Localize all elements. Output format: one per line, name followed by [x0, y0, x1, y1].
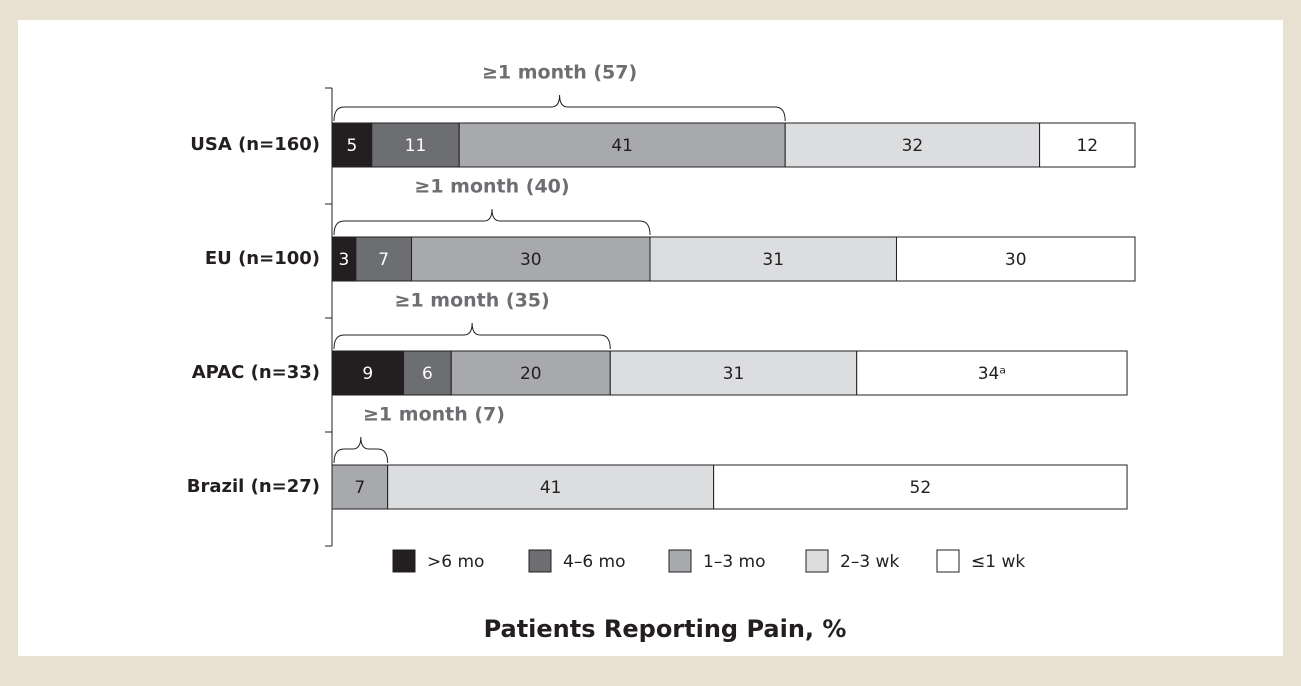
- bracket: [333, 322, 611, 350]
- bracket: [333, 436, 389, 464]
- legend-swatch: [805, 549, 829, 573]
- data-label: 7: [378, 250, 389, 270]
- legend-label: ≤1 wk: [971, 552, 1025, 572]
- legend-label: 4–6 mo: [563, 552, 626, 572]
- bar-segment: [355, 236, 413, 282]
- legend-label: 1–3 mo: [703, 552, 766, 572]
- category-label: APAC (n=33): [192, 362, 320, 383]
- bar-segment: [411, 236, 651, 282]
- data-label: 6: [422, 364, 433, 384]
- data-label: 41: [540, 478, 562, 498]
- bracket: [333, 94, 786, 122]
- bar-segment: [1039, 122, 1136, 168]
- legend-swatch: [528, 549, 552, 573]
- bar-segment: [895, 236, 1136, 282]
- bar-segment: [609, 350, 858, 396]
- legend-swatch: [392, 549, 416, 573]
- data-label: 31: [762, 250, 784, 270]
- bar-segment: [450, 350, 611, 396]
- bracket-label: ≥1 month (57): [482, 62, 637, 84]
- data-label: 31: [723, 364, 745, 384]
- data-label: 41: [611, 136, 633, 156]
- data-label: 52: [910, 478, 932, 498]
- bar-segment: [403, 350, 452, 396]
- data-label: 3: [339, 250, 350, 270]
- category-label: USA (n=160): [190, 134, 320, 155]
- bar-segment: [331, 350, 405, 396]
- data-label: 34ᵃ: [978, 364, 1006, 384]
- data-label: 11: [405, 136, 427, 156]
- data-label: 30: [1005, 250, 1027, 270]
- bracket: [333, 208, 651, 236]
- x-axis-label: Patients Reporting Pain, %: [484, 615, 847, 643]
- bracket-label: ≥1 month (35): [395, 290, 550, 312]
- legend-label: >6 mo: [427, 552, 484, 572]
- category-label: EU (n=100): [205, 248, 320, 269]
- data-label: 32: [902, 136, 924, 156]
- bar-segment: [784, 122, 1041, 168]
- category-label: Brazil (n=27): [187, 476, 320, 497]
- data-label: 20: [520, 364, 542, 384]
- bar-segment: [331, 122, 373, 168]
- data-label: 7: [354, 478, 365, 498]
- bar-segment: [387, 464, 715, 510]
- bar-segment: [856, 350, 1128, 396]
- data-label: 5: [346, 136, 357, 156]
- data-label: 30: [520, 250, 542, 270]
- bar-segment: [649, 236, 897, 282]
- bar-segment: [331, 464, 389, 510]
- bracket-label: ≥1 month (7): [363, 404, 505, 426]
- data-label: 9: [362, 364, 373, 384]
- panel: [18, 20, 1283, 656]
- bracket-label: ≥1 month (40): [414, 176, 569, 198]
- bar-segment: [713, 464, 1128, 510]
- legend-swatch: [668, 549, 692, 573]
- data-label: 12: [1076, 136, 1098, 156]
- legend-label: 2–3 wk: [840, 552, 899, 572]
- legend-swatch: [936, 549, 960, 573]
